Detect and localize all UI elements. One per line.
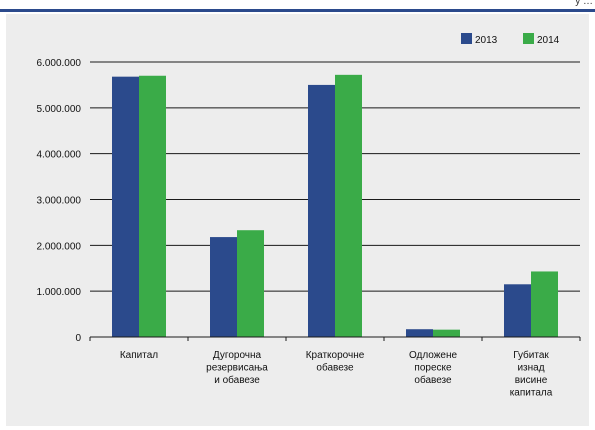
x-category-label: Капитал [120, 350, 158, 361]
y-tick-label: 4.000.000 [37, 150, 82, 161]
bar-2013-1 [210, 237, 237, 337]
bar-2013-3 [406, 329, 433, 337]
chart-panel: 2013 2014 0 1.000.000 2.000.000 3.000.000 4.0… [6, 14, 589, 426]
legend-swatch [461, 33, 472, 44]
top-rule: у … [0, 0, 595, 14]
x-category-label: Краткорочне обавезе [306, 350, 365, 374]
bar-2013-4 [504, 284, 531, 337]
y-tick-label: 0 [75, 333, 81, 344]
y-axis-ticks: 0 1.000.000 2.000.000 3.000.000 4.000.000 5.0… [37, 58, 82, 344]
bar-2014-1 [237, 230, 264, 337]
x-category-label: Губитак изнад висине капитала [510, 349, 553, 399]
y-tick-label: 6.000.000 [37, 58, 82, 69]
y-tick-label: 1.000.000 [37, 287, 82, 298]
bar-2014-2 [335, 74, 362, 338]
x-axis [89, 336, 581, 341]
legend: 2013 2014 [461, 33, 560, 46]
bar-2014-4 [531, 271, 558, 337]
bar-2014-0 [139, 75, 166, 337]
x-axis-labels: Капитал Дугорочна резервисања и обавезе Крат… [120, 349, 553, 399]
legend-label: 2013 [475, 35, 498, 46]
bars [112, 74, 558, 338]
bar-2013-2 [308, 84, 335, 338]
top-rule-line [0, 9, 595, 12]
y-tick-label: 3.000.000 [37, 196, 82, 207]
legend-label: 2014 [537, 35, 560, 46]
y-tick-label: 5.000.000 [37, 104, 82, 115]
bar-chart: 2013 2014 0 1.000.000 2.000.000 3.000.000 4.0… [37, 33, 581, 399]
y-tick-label: 2.000.000 [37, 241, 82, 252]
bar-2013-0 [112, 76, 139, 337]
x-category-label: Одложене пореске обавезе [409, 350, 458, 386]
legend-swatch [523, 33, 534, 44]
header-fragment: у … [571, 0, 593, 8]
bar-2014-3 [433, 329, 460, 337]
x-category-label: Дугорочна резервисања и обавезе [206, 350, 268, 386]
